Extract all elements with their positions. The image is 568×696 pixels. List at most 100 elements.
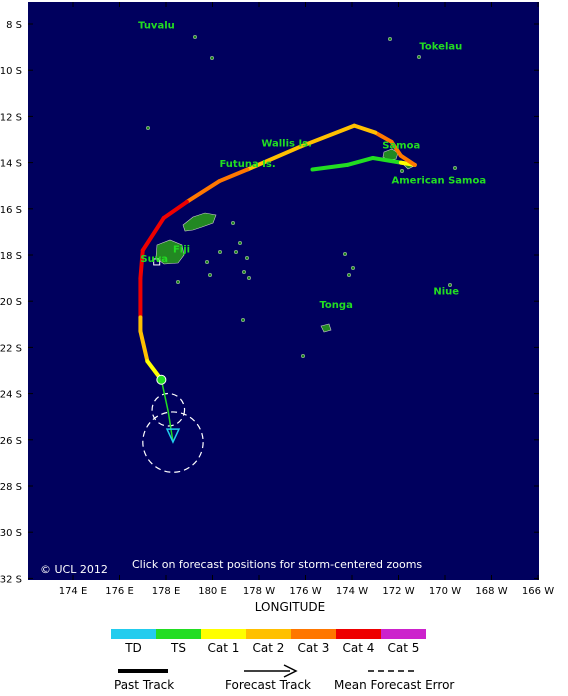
past-track-segment[interactable]: [184, 179, 222, 204]
legend-swatch: [381, 629, 426, 639]
forecast-track-segment[interactable]: [167, 411, 174, 443]
lon-tick-label: 168 W: [475, 586, 507, 597]
place-label: Suva: [140, 254, 168, 265]
small-island: [452, 165, 458, 171]
current-position-marker[interactable]: [156, 374, 167, 385]
small-island: [399, 168, 405, 174]
legend-forecast-track: Forecast Track: [225, 664, 311, 692]
vanua-levu-island: [182, 212, 217, 232]
past-track-segment[interactable]: [389, 139, 403, 158]
small-island: [300, 353, 306, 359]
legend-swatch: [201, 629, 246, 639]
small-island: [237, 240, 243, 246]
lat-tick-label: 24 S: [0, 390, 22, 401]
small-island: [387, 36, 393, 42]
small-island: [342, 251, 348, 257]
error-label: Mean Forecast Error: [334, 678, 454, 692]
lat-tick-label: 28 S: [0, 482, 22, 493]
forecast-arrow-icon[interactable]: [165, 428, 181, 444]
suva-marker-icon: [153, 258, 161, 266]
past-track-segment[interactable]: [140, 216, 166, 253]
lat-tick-label: 14 S: [0, 159, 22, 170]
past-track-segment[interactable]: [345, 155, 375, 167]
lat-tick-label: 8 S: [6, 20, 22, 31]
past-track-segment[interactable]: [310, 162, 350, 172]
lon-tick-label: 166 W: [522, 586, 554, 597]
small-island: [241, 269, 247, 275]
legend-category-label: Cat 3: [298, 641, 330, 655]
lon-tick-label: 178 E: [152, 586, 181, 597]
small-island: [204, 259, 210, 265]
islands-layer: [145, 34, 458, 359]
place-label: American Samoa: [392, 175, 487, 186]
past-track-segment[interactable]: [370, 155, 403, 165]
past-track-segment[interactable]: [245, 144, 303, 172]
legend-category-label: TD: [124, 641, 142, 655]
small-island: [240, 317, 246, 323]
footer-hint: Click on forecast positions for storm-ce…: [132, 558, 422, 571]
x-axis-label: LONGITUDE: [255, 600, 325, 614]
legend-swatch: [111, 629, 156, 639]
lon-tick-label: 170 W: [429, 586, 461, 597]
place-labels: Tuvalu Tokelau Wallis Is. Samoa Futuna Is. Am…: [138, 21, 486, 312]
past-track-segment[interactable]: [298, 123, 357, 149]
legend-past-track: Past Track: [114, 669, 174, 692]
latitude-ticks: 8 S 10 S 12 S 14 S 16 S 18 S 20 S 22 S 24 S 26 S 2…: [0, 20, 539, 585]
lon-tick-label: 176 E: [105, 586, 134, 597]
small-island: [217, 249, 223, 255]
legend-category-label: Cat 5: [388, 641, 420, 655]
small-island: [207, 272, 213, 278]
copyright: © UCL 2012: [40, 563, 108, 576]
map-ocean[interactable]: [28, 2, 539, 580]
error-circle: [142, 411, 204, 473]
place-label: Niue: [433, 286, 459, 297]
past-track[interactable]: [138, 123, 417, 382]
legend-category-label: TS: [170, 641, 186, 655]
lon-tick-label: 176 W: [289, 586, 321, 597]
legend-category-label: Cat 4: [343, 641, 375, 655]
past-track-segment[interactable]: [138, 329, 150, 364]
small-island: [416, 54, 422, 60]
legend-swatch: [156, 629, 201, 639]
small-island: [447, 282, 453, 288]
longitude-ticks: 174 E 176 E 178 E 180 E 178 W 176 W 174 W 172 W…: [59, 2, 554, 597]
small-island: [175, 279, 181, 285]
intensity-legend: TD TS Cat 1 Cat 2 Cat 3 Cat 4 Cat 5: [111, 629, 426, 655]
small-island: [230, 220, 236, 226]
small-island: [350, 265, 356, 271]
place-label: Samoa: [382, 141, 420, 152]
past-track-segment[interactable]: [398, 153, 417, 167]
lat-tick-label: 12 S: [0, 112, 22, 123]
lon-tick-label: 180 E: [198, 586, 227, 597]
lat-tick-label: 20 S: [0, 297, 22, 308]
forecast-track[interactable]: [156, 374, 181, 444]
place-label: Tuvalu: [138, 21, 175, 32]
place-label: Tonga: [319, 300, 352, 311]
place-label: Fiji: [173, 245, 190, 256]
past-track-label: Past Track: [114, 678, 174, 692]
past-track-segment[interactable]: [352, 123, 378, 135]
forecast-track-segment[interactable]: [160, 379, 170, 413]
lat-tick-label: 32 S: [0, 574, 22, 585]
past-track-segment[interactable]: [161, 199, 189, 221]
upolu-island: [382, 148, 399, 161]
past-track-segment[interactable]: [217, 167, 250, 184]
past-track-segment[interactable]: [373, 130, 394, 144]
place-label: Tokelau: [419, 41, 462, 52]
legend-swatch: [246, 629, 291, 639]
small-island: [209, 55, 215, 61]
lon-tick-label: 174 E: [59, 586, 88, 597]
tongatapu-island: [320, 323, 332, 333]
lon-tick-label: 178 W: [243, 586, 275, 597]
lat-tick-label: 30 S: [0, 528, 22, 539]
lon-tick-label: 174 W: [336, 586, 368, 597]
legend-category-label: Cat 1: [208, 641, 240, 655]
forecast-arrow-icon: [283, 664, 298, 678]
past-track-segment[interactable]: [138, 248, 145, 281]
lat-tick-label: 16 S: [0, 205, 22, 216]
mean-forecast-error-circles: [142, 392, 204, 473]
small-island: [233, 249, 239, 255]
lon-tick-label: 172 W: [382, 586, 414, 597]
place-label: Futuna Is.: [219, 159, 275, 170]
